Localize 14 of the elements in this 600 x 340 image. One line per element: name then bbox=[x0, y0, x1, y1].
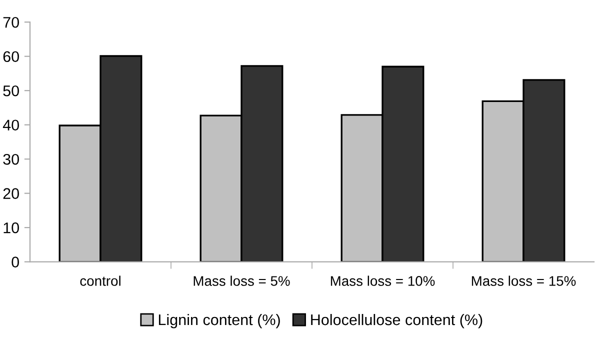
legend-label: Holocellulose content (%) bbox=[311, 314, 482, 328]
x-tick-label: control bbox=[80, 276, 120, 286]
x-tick-label: Mass loss = 15% bbox=[472, 276, 576, 286]
y-tick-label: 10 bbox=[4, 222, 19, 234]
x-tick-label: Mass loss = 10% bbox=[330, 276, 435, 286]
y-tick-label: 50 bbox=[3, 85, 19, 96]
y-tick-label: 70 bbox=[3, 16, 19, 28]
y-tick-label: 20 bbox=[3, 188, 19, 199]
legend-label: Lignin content (%) bbox=[158, 314, 280, 328]
y-tick-label: 0 bbox=[12, 256, 19, 268]
x-tick-label: Mass loss = 5% bbox=[194, 276, 290, 286]
y-tick-label: 60 bbox=[3, 51, 19, 62]
y-tick-label: 40 bbox=[2, 120, 19, 131]
y-tick-label: 30 bbox=[3, 154, 19, 165]
